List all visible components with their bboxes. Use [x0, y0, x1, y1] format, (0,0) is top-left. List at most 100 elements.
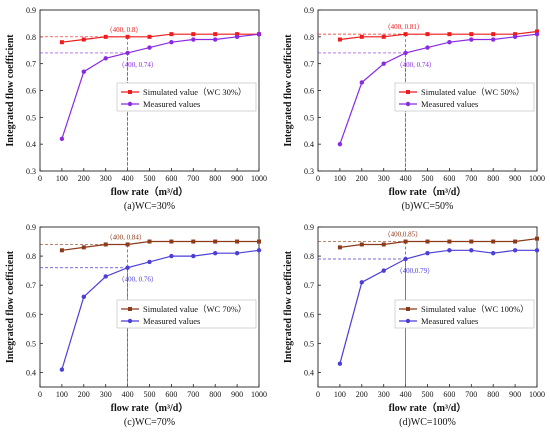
x-tick-label: 300: [378, 174, 390, 183]
legend-swatch-marker: [406, 307, 410, 311]
y-axis-label: Integrated flow coefficient: [5, 250, 16, 363]
data-point-measured: [337, 141, 343, 147]
y-tick-label: 0.5: [304, 339, 314, 348]
data-point-simulated: [213, 239, 218, 244]
legend: Simulated value（WC 70%） Measured values: [116, 299, 257, 329]
data-point-measured: [337, 361, 343, 366]
data-point-simulated: [513, 32, 518, 37]
legend-swatch-marker: [128, 90, 132, 94]
legend-swatch-marker: [405, 318, 411, 324]
data-point-simulated: [337, 245, 342, 250]
x-tick-label: 600: [443, 174, 455, 183]
y-tick-label: 0.3: [26, 167, 36, 176]
x-tick-label: 100: [334, 390, 346, 399]
data-point-simulated: [403, 32, 408, 37]
data-point-measured: [491, 250, 496, 256]
y-tick-label: 0.7: [26, 60, 36, 69]
data-point-measured: [381, 61, 386, 66]
x-tick-label: 700: [465, 174, 477, 183]
data-point-simulated: [425, 32, 430, 37]
x-tick-label: 600: [165, 174, 177, 183]
x-tick-label: 300: [100, 390, 112, 399]
data-point-measured: [81, 69, 87, 74]
y-tick-label: 0.5: [304, 113, 314, 122]
data-point-simulated: [491, 239, 496, 244]
y-axis-label: Integrated flow coefficient: [283, 250, 294, 363]
data-point-simulated: [125, 34, 130, 39]
data-point-measured: [103, 56, 108, 61]
legend-box: [394, 299, 535, 329]
legend-label: Measured values: [143, 316, 200, 326]
x-tick-label: 800: [209, 390, 221, 399]
y-tick-label: 0.5: [26, 113, 36, 122]
data-point-simulated: [381, 34, 386, 39]
data-point-measured: [512, 34, 518, 40]
data-point-simulated: [81, 245, 86, 250]
y-tick-label: 0.8: [304, 33, 314, 42]
data-point-simulated: [235, 32, 240, 37]
data-point-simulated: [469, 239, 474, 244]
data-point-measured: [81, 294, 87, 300]
x-tick-label: 300: [378, 390, 390, 399]
annotation-label: （400,0.85）: [384, 231, 423, 239]
data-point-simulated: [103, 242, 108, 247]
data-point-simulated: [491, 32, 496, 37]
legend: Simulated value（WC 30%） Measured values: [116, 82, 257, 112]
panel-caption: (d)WC=100%: [399, 417, 456, 428]
legend-swatch-marker: [406, 90, 410, 94]
data-point-simulated: [59, 248, 64, 253]
data-point-simulated: [447, 239, 452, 244]
y-tick-label: 0.9: [304, 223, 314, 232]
data-point-simulated: [147, 239, 152, 244]
x-tick-label: 100: [56, 174, 68, 183]
annotation-label: （400, 0.74）: [396, 61, 436, 69]
y-tick-label: 0.4: [304, 368, 314, 377]
y-tick-label: 0.4: [26, 368, 36, 377]
data-point-simulated: [535, 236, 539, 241]
data-point-measured: [534, 31, 540, 37]
x-tick-label: 900: [509, 174, 521, 183]
legend-swatch-marker: [405, 101, 411, 107]
y-tick-label: 0.9: [304, 6, 314, 15]
x-tick-label: 900: [231, 390, 243, 399]
data-point-simulated: [469, 32, 474, 37]
y-tick-label: 0.9: [26, 6, 36, 15]
data-point-simulated: [235, 239, 240, 244]
x-tick-label: 900: [231, 174, 243, 183]
x-tick-label: 1000: [251, 390, 267, 399]
data-point-simulated: [147, 34, 152, 39]
series-line-simulated: [61, 33, 259, 43]
legend-box: [116, 299, 257, 329]
y-tick-label: 0.7: [26, 281, 36, 290]
x-tick-label: 1000: [529, 390, 545, 399]
series-line-measured: [61, 33, 260, 139]
data-point-measured: [491, 37, 496, 42]
annotation-label: （400,0.79）: [396, 267, 435, 275]
y-tick-label: 0.6: [26, 310, 36, 319]
x-tick-label: 100: [334, 174, 346, 183]
y-tick-label: 0.7: [304, 281, 314, 290]
data-point-measured: [234, 250, 240, 256]
data-point-measured: [169, 253, 174, 259]
data-point-simulated: [125, 242, 130, 247]
data-point-simulated: [535, 29, 539, 34]
data-point-simulated: [403, 239, 408, 244]
legend-swatch-marker: [127, 318, 133, 324]
data-point-measured: [169, 40, 174, 45]
data-point-measured: [359, 80, 364, 85]
annotation-label: （400, 0.81）: [384, 23, 424, 31]
y-axis-label: Integrated flow coefficient: [283, 34, 294, 147]
legend-label: Simulated value（WC 70%）: [143, 304, 246, 314]
series-line-measured: [339, 33, 538, 145]
data-point-measured: [469, 37, 474, 42]
data-point-simulated: [213, 32, 218, 37]
data-point-simulated: [257, 239, 261, 244]
x-tick-label: 200: [356, 174, 368, 183]
x-tick-label: 600: [443, 390, 455, 399]
x-tick-label: 500: [144, 390, 156, 399]
data-point-measured: [381, 268, 386, 273]
data-point-measured: [359, 280, 364, 285]
x-tick-label: 100: [56, 390, 68, 399]
data-point-measured: [213, 37, 218, 42]
data-point-simulated: [447, 32, 452, 37]
